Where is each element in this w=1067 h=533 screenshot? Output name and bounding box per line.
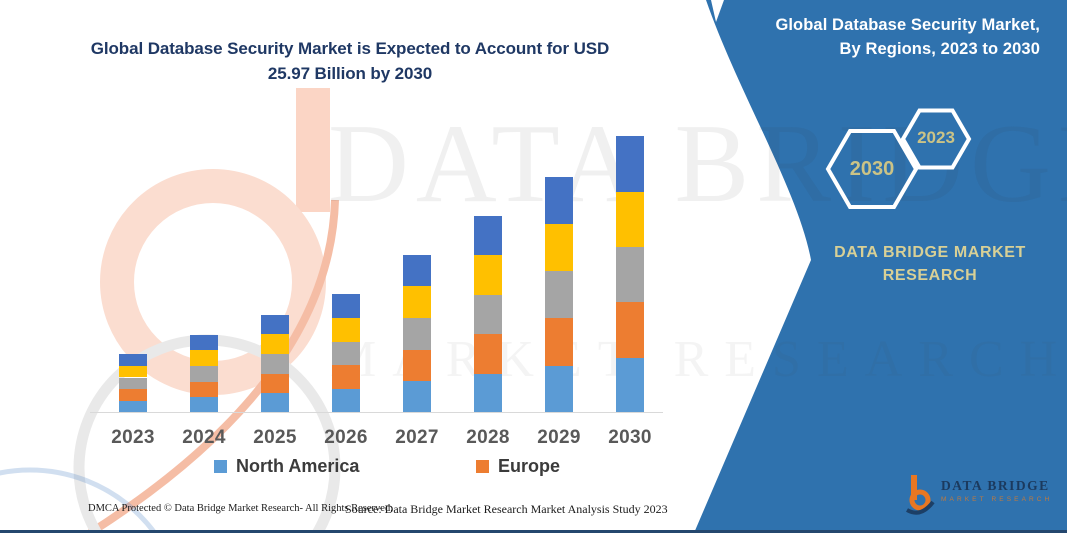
x-axis-label: 2024	[182, 427, 226, 448]
bar-segment	[403, 317, 431, 350]
x-axis-label: 2027	[395, 427, 439, 448]
x-axis-label: 2025	[253, 427, 297, 448]
bar-segment	[190, 350, 218, 366]
bar-segment	[545, 365, 573, 413]
legend-item-europe: Europe	[476, 456, 560, 477]
dbmr-logo: DATA BRIDGE MARKET RESEARCH	[905, 473, 1052, 515]
bar-segment	[261, 393, 289, 413]
legend-swatch-north-america	[214, 460, 227, 473]
bar-segment	[261, 334, 289, 355]
bar-segment	[545, 176, 573, 224]
chart-title-line2: 25.97 Billion by 2030	[267, 64, 433, 83]
bar-segment	[119, 389, 147, 402]
hexagon-2023-label: 2023	[917, 128, 955, 147]
legend-label-europe: Europe	[498, 456, 561, 476]
panel-shape	[694, 0, 1067, 533]
bar-segment	[261, 373, 289, 394]
bar-segment	[545, 318, 573, 366]
bottom-rule	[0, 530, 1067, 533]
x-axis-label: 2030	[608, 427, 652, 448]
bar-segment	[545, 271, 573, 319]
x-axis-label: 2026	[324, 427, 368, 448]
brand-line2: RESEARCH	[882, 267, 978, 284]
dbmr-logo-icon	[906, 475, 935, 515]
bar-segment	[616, 302, 644, 358]
bar-segment	[190, 365, 218, 382]
bar-segment	[190, 381, 218, 398]
bar-segment	[332, 389, 360, 413]
x-axis-label: 2029	[537, 427, 581, 448]
brand-line1: DATA BRIDGE MARKET	[834, 244, 1026, 261]
x-axis-label: 2023	[111, 427, 155, 448]
bar-segment	[403, 381, 431, 413]
hexagon-2023	[900, 108, 972, 170]
x-axis-labels: 2023 2024 2025 2026 2027 2028 2029 2030	[0, 427, 700, 451]
bar-segment	[261, 314, 289, 335]
bar-segment	[474, 255, 502, 295]
bar-segment	[474, 294, 502, 335]
bar-segment	[190, 397, 218, 413]
legend-swatch-europe	[476, 460, 489, 473]
footer-source-text: Source: Data Bridge Market Research Mark…	[345, 502, 668, 516]
hexagon-badges	[825, 108, 972, 209]
panel-top-notch	[711, 0, 724, 22]
bar-segment	[403, 254, 431, 287]
bar-segment	[616, 191, 644, 247]
bar-segment	[403, 349, 431, 382]
bar-segment	[332, 365, 360, 390]
hexagon-2030-label: 2030	[849, 158, 895, 180]
x-axis-line	[90, 412, 663, 413]
bar-segment	[261, 354, 289, 374]
bar-segment	[332, 294, 360, 318]
panel-heading-line1: Global Database Security Market,	[775, 16, 1040, 34]
bar-segment	[616, 246, 644, 303]
bar-segment	[332, 341, 360, 366]
dbmr-logo-name: DATA BRIDGE	[941, 478, 1050, 493]
dbmr-logo-tagline: MARKET RESEARCH	[941, 496, 1053, 503]
chart-title: Global Database Security Market is Expec…	[40, 36, 660, 86]
bar-segment	[119, 377, 147, 390]
bar-segment	[119, 365, 147, 378]
brand-wordmark: DATA BRIDGE MARKET RESEARCH	[795, 241, 1065, 287]
bar-segment	[474, 334, 502, 374]
x-axis-label: 2028	[466, 427, 510, 448]
panel-heading: Global Database Security Market, By Regi…	[758, 13, 1040, 61]
bar-segment	[403, 286, 431, 318]
stacked-bars	[119, 135, 644, 413]
chart-title-line1: Global Database Security Market is Expec…	[90, 39, 610, 58]
bar-segment	[545, 223, 573, 272]
bar-segment	[474, 373, 502, 413]
hexagon-2030	[825, 129, 919, 209]
bar-segment	[474, 215, 502, 256]
bar-segment	[616, 135, 644, 192]
legend-label-north-america: North America	[236, 456, 360, 476]
bar-segment	[119, 353, 147, 366]
bar-segment	[190, 334, 218, 351]
legend-item-north-america: North America	[214, 456, 359, 477]
panel-heading-line2: By Regions, 2023 to 2030	[839, 40, 1040, 58]
bar-segment	[616, 357, 644, 413]
bar-segment	[332, 317, 360, 342]
